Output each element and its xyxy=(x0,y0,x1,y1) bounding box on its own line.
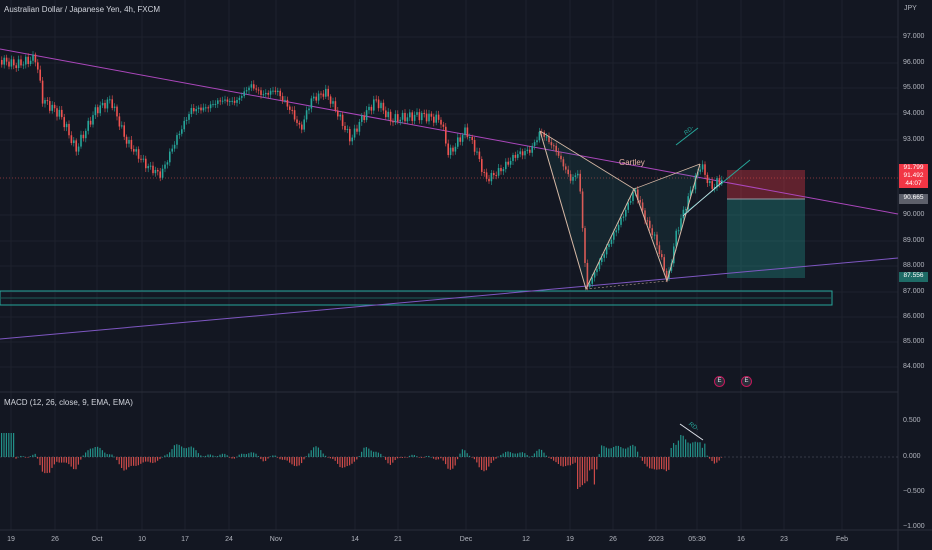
time-tick: 12 xyxy=(522,536,530,543)
price-tag-stop-current: 91.799 91.492 44:07 xyxy=(899,164,928,188)
symbol-title[interactable]: Australian Dollar / Japanese Yen, 4h, FX… xyxy=(4,5,161,14)
target-price-tag: 87.556 xyxy=(899,272,928,282)
time-tick: 10 xyxy=(138,536,146,543)
time-tick: 16 xyxy=(737,536,745,543)
time-tick: 05:30 xyxy=(688,536,706,543)
macd-tick: −0.500 xyxy=(903,488,925,495)
price-tick: 93.000 xyxy=(903,136,925,143)
time-tick: 21 xyxy=(394,536,402,543)
macd-tick: −1.000 xyxy=(903,523,925,530)
gartley-bd-line xyxy=(633,163,701,190)
event-badge-icon[interactable]: E xyxy=(741,376,752,387)
time-tick: 17 xyxy=(181,536,189,543)
descending-trendline[interactable] xyxy=(0,48,899,215)
time-tick: 19 xyxy=(7,536,15,543)
price-tick: 95.000 xyxy=(903,84,925,91)
time-tick: 14 xyxy=(351,536,359,543)
gartley-xb-line xyxy=(539,130,635,190)
time-tick: 26 xyxy=(51,536,59,543)
time-tick: Oct xyxy=(91,536,103,543)
time-tick: 23 xyxy=(780,536,788,543)
price-tick: 84.000 xyxy=(903,363,925,370)
price-tick: 87.000 xyxy=(903,288,925,295)
time-tick: 26 xyxy=(609,536,617,543)
time-tick: 2023 xyxy=(648,536,664,543)
macd-indicator-label[interactable]: MACD (12, 26, close, 9, EMA, EMA) xyxy=(4,398,133,407)
position-target-zone[interactable] xyxy=(727,199,805,278)
price-tick: 89.000 xyxy=(903,237,925,244)
grid-lines xyxy=(0,0,898,530)
price-candles xyxy=(1,51,723,291)
wedge-lower-line[interactable] xyxy=(682,181,723,217)
entry-price-tag: 90.665 xyxy=(899,194,928,204)
ascending-trendline[interactable] xyxy=(0,257,899,340)
gartley-ac-line xyxy=(585,280,668,290)
bar-countdown: 44:07 xyxy=(905,180,922,187)
price-tick: 90.000 xyxy=(903,211,925,218)
macd-histogram xyxy=(1,433,723,489)
time-tick: 24 xyxy=(225,536,233,543)
price-tick: 88.000 xyxy=(903,262,925,269)
stop-price-value: 91.799 xyxy=(903,164,924,171)
divergence-line-macd[interactable] xyxy=(679,423,704,441)
gartley-leg-xab xyxy=(540,131,634,289)
gartley-leg-bcd xyxy=(634,164,700,281)
time-tick: Nov xyxy=(269,536,283,543)
gartley-label[interactable]: Gartley xyxy=(619,158,645,167)
price-tick: 85.000 xyxy=(903,338,925,345)
price-tick: 94.000 xyxy=(903,110,925,117)
price-tick: 86.000 xyxy=(903,313,925,320)
macd-tick: 0.500 xyxy=(903,417,921,424)
macd-tick: 0.000 xyxy=(903,453,921,460)
divergence-line-price[interactable] xyxy=(675,127,699,146)
time-tick: Dec xyxy=(459,536,473,543)
currency-label: JPY xyxy=(904,5,917,12)
event-badge-icon[interactable]: E xyxy=(714,376,725,387)
time-tick: Feb xyxy=(835,536,849,543)
price-tick: 96.000 xyxy=(903,59,925,66)
time-tick: 19 xyxy=(566,536,574,543)
price-tick: 97.000 xyxy=(903,33,925,40)
current-price-value: 91.492 xyxy=(903,172,924,179)
